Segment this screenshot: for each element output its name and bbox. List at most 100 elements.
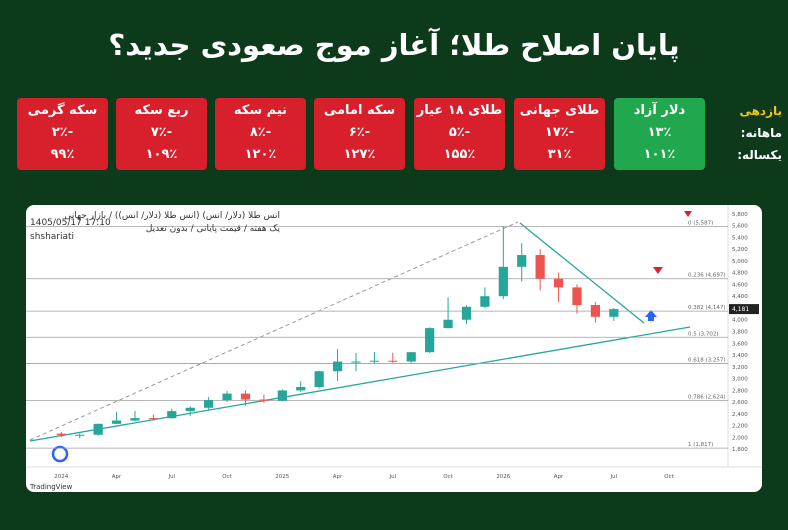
logo xyxy=(51,445,69,463)
footer: TradingView xyxy=(29,483,73,491)
candle-body xyxy=(351,361,361,363)
candle-body xyxy=(609,309,619,317)
card-monthly: -۲٪ xyxy=(51,125,74,140)
chart: 1405/05/17 17:10 shshariati TradingView … xyxy=(26,205,762,491)
card: طلای ۱۸ عیار -۵٪ ۱۵۵٪ xyxy=(414,98,505,170)
fib-label: 1 (1,817) xyxy=(688,442,713,448)
card-monthly: ۱۳٪ xyxy=(647,125,672,140)
candle-body xyxy=(130,418,140,421)
x-tick-label: Oct xyxy=(222,474,232,480)
fib-label: 0.5 (3,702) xyxy=(688,331,719,337)
chart-header-box: انس طلا (دلار/ انس) (انس طلا (دلار/ انس)… xyxy=(30,210,280,236)
card: سکه گرمی -۲٪ ۹۹٪ xyxy=(17,98,108,170)
card-monthly: -۸٪ xyxy=(249,125,272,140)
row-label: ماهانه: xyxy=(740,126,782,140)
candle-body xyxy=(517,255,527,267)
card-name: سکه امامی xyxy=(323,103,396,118)
y-tick-label: 4,800 xyxy=(732,271,748,277)
trend-line xyxy=(29,326,691,442)
row-label: بازدهی xyxy=(739,104,782,118)
y-tick-label: 1,800 xyxy=(732,447,748,453)
candle-body xyxy=(498,266,508,297)
title: پایان اصلاح طلا؛ آغاز موج صعودی جدید؟ xyxy=(108,28,680,62)
candle-body xyxy=(388,360,398,362)
y-tick-label: 3,400 xyxy=(732,353,748,359)
card-monthly: -۵٪ xyxy=(448,125,471,140)
y-tick-label: 4,400 xyxy=(732,294,748,300)
card: دلار آزاد ۱۳٪ ۱۰۱٪ xyxy=(614,98,705,170)
candle-body xyxy=(461,306,472,320)
chart-panel: 1405/05/17 17:10 shshariati TradingView … xyxy=(26,205,762,492)
arrow-down xyxy=(684,211,692,217)
y-tick-label: 3,800 xyxy=(732,330,748,336)
card-monthly: -۱۷٪ xyxy=(544,125,575,140)
arrow-up xyxy=(645,310,657,321)
candle-body xyxy=(240,393,251,400)
fib-label: 0.382 (4,147) xyxy=(688,305,726,311)
y-tick-label: 5,000 xyxy=(732,259,748,265)
y-tick-label: 2,400 xyxy=(732,412,748,418)
y-tick-label: 2,800 xyxy=(732,388,748,394)
candle-body xyxy=(111,420,122,424)
x-tick-label: Oct xyxy=(664,474,674,480)
card-yearly: ۱۲۰٪ xyxy=(244,147,277,162)
card: طلای جهانی -۱۷٪ ۳۱٪ xyxy=(514,98,605,170)
x-tick-label: Apr xyxy=(333,474,343,480)
price-tag xyxy=(729,304,759,315)
fib-label: 0.786 (2,624) xyxy=(688,395,726,401)
y-tick-label: 2,600 xyxy=(732,400,748,406)
candle-body xyxy=(167,411,177,419)
card-yearly: ۱۰۱٪ xyxy=(643,147,676,162)
card: نیم سکه -۸٪ ۱۲۰٪ xyxy=(215,98,306,170)
card-yearly: ۹۹٪ xyxy=(50,147,75,162)
card-yearly: ۱۲۷٪ xyxy=(343,147,376,162)
candle-body xyxy=(75,434,85,436)
card-name: طلای ۱۸ عیار xyxy=(416,103,503,118)
row-label: یکساله: xyxy=(737,148,782,162)
resistance-line xyxy=(519,222,645,324)
x-tick-label: Jul xyxy=(388,474,396,480)
candle-body xyxy=(148,418,158,420)
candle-body xyxy=(590,305,601,317)
card-monthly: -۷٪ xyxy=(150,125,173,140)
x-tick-label: Oct xyxy=(443,474,453,480)
y-tick-label: 5,400 xyxy=(732,235,748,241)
card-yearly: ۱۰۹٪ xyxy=(145,147,178,162)
y-tick-label: 3,000 xyxy=(732,377,748,383)
candle-body xyxy=(535,255,545,279)
x-tick-label: Jul xyxy=(609,474,617,480)
y-tick-label: 3,600 xyxy=(732,341,748,347)
candle-body xyxy=(480,296,490,307)
candle-body xyxy=(406,352,416,362)
candle-body xyxy=(259,399,269,401)
y-tick-label: 5,800 xyxy=(732,212,748,218)
card-name: ربع سکه xyxy=(134,103,189,118)
arrow-down xyxy=(653,267,663,274)
y-tick-label: 5,200 xyxy=(732,247,748,253)
x-tick-label: 2026 xyxy=(496,474,510,480)
x-tick-label: Jul xyxy=(167,474,175,480)
candle-body xyxy=(296,386,306,391)
candle-body xyxy=(572,287,582,306)
chart-header: انس طلا (دلار/ انس) (انس طلا (دلار/ انس)… xyxy=(64,211,280,221)
price-tag-label: 4,181 xyxy=(732,306,749,313)
x-tick-label: 2024 xyxy=(54,474,68,480)
y-tick-label: 2,000 xyxy=(732,435,748,441)
card: ربع سکه -۷٪ ۱۰۹٪ xyxy=(116,98,207,170)
card-name: طلای جهانی xyxy=(519,103,600,118)
chart-header: یک هفته / قیمت پایانی / بدون تعدیل xyxy=(145,224,280,234)
card-monthly: -۶٪ xyxy=(348,125,371,140)
candle-body xyxy=(56,433,66,436)
candle-body xyxy=(204,400,214,408)
card: سکه امامی -۶٪ ۱۲۷٪ xyxy=(314,98,405,170)
card-yearly: ۳۱٪ xyxy=(547,147,572,162)
y-tick-label: 5,600 xyxy=(732,224,748,230)
chart-header: shshariati xyxy=(30,232,74,242)
y-tick-label: 2,200 xyxy=(732,424,748,430)
candle-body xyxy=(425,328,435,353)
candle-body xyxy=(314,371,324,387)
candle-body xyxy=(277,390,287,401)
y-tick-label: 4,000 xyxy=(732,318,748,324)
fib-label: 0.236 (4,697) xyxy=(688,273,726,279)
